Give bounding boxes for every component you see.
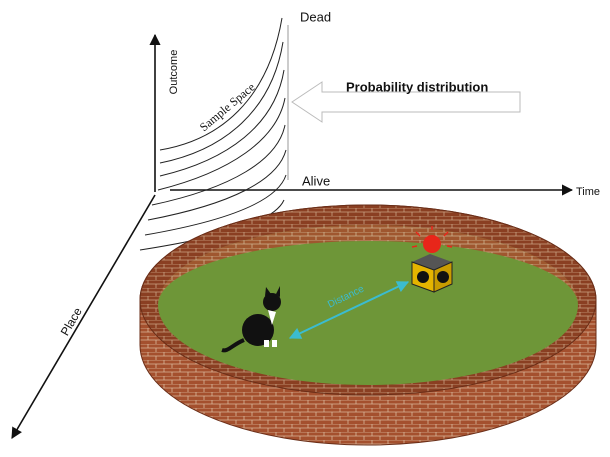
cat <box>221 286 281 353</box>
sample-space-label: Sample Space <box>197 80 258 134</box>
radiation-box <box>411 226 453 293</box>
probability-arrow <box>291 81 521 123</box>
axes <box>11 25 574 439</box>
sample-space-curves <box>139 17 287 251</box>
time-label: Time <box>576 186 600 198</box>
enclosure <box>139 204 597 446</box>
probability-distribution-label: Probability distribution <box>346 79 488 94</box>
outcome-label: Outcome <box>168 50 180 95</box>
alive-label: Alive <box>302 173 330 188</box>
dead-label: Dead <box>300 9 331 24</box>
distance-arrow <box>288 281 410 339</box>
